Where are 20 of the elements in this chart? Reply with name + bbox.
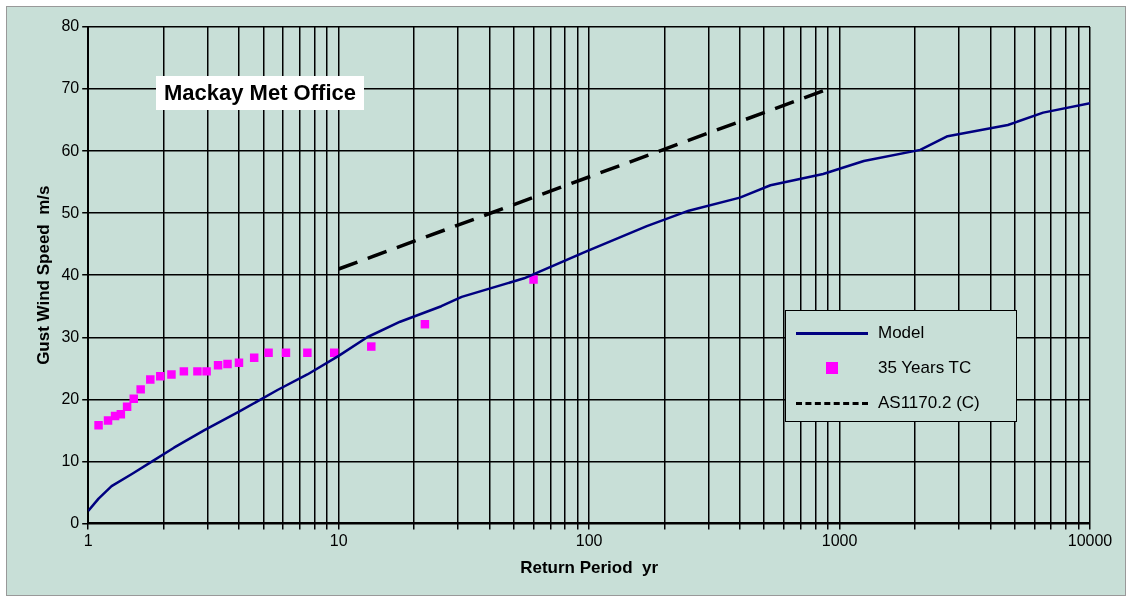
y-tick-label: 20 <box>61 389 80 407</box>
x-axis-title: Return Period yr <box>520 558 659 578</box>
text: Mackay Met Office <box>156 76 364 110</box>
x-tick-label: 1 <box>83 532 93 550</box>
y-tick-label: 10 <box>61 451 80 469</box>
x-tick-label: 10 <box>329 532 348 550</box>
y-tick-label: 40 <box>61 265 80 283</box>
x-tick-label: 10000 <box>1067 532 1113 550</box>
y-tick-label: 0 <box>70 513 80 531</box>
legend-label: Model <box>878 322 925 343</box>
x-tick-label: 1000 <box>821 532 858 550</box>
y-tick-label: 50 <box>61 203 80 221</box>
y-tick-label: 70 <box>61 79 80 97</box>
y-axis-title: Gust Wind Speed m/s <box>33 185 53 365</box>
y-tick-label: 60 <box>61 141 80 159</box>
legend-label: 35 Years TC <box>878 357 972 378</box>
legend-label: AS1170.2 (C) <box>878 392 980 413</box>
y-tick-label: 80 <box>61 17 80 35</box>
y-tick-label: 30 <box>61 327 80 345</box>
x-tick-label: 100 <box>575 532 603 550</box>
